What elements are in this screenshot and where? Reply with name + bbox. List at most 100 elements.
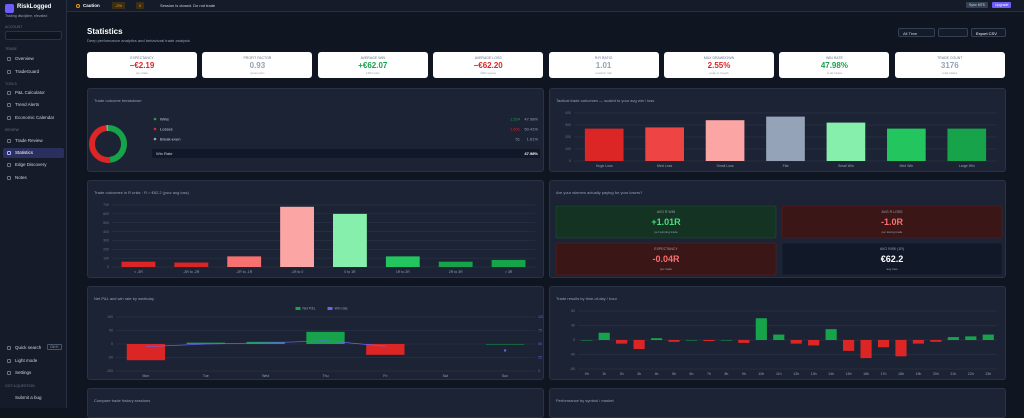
bar: [705, 120, 745, 161]
x-tick-label: 22h: [968, 372, 974, 376]
panel: Are your winners actually paying for you…: [549, 180, 1006, 278]
kpi-label: EXPECTANCY: [130, 56, 154, 60]
y-tick-label: -80: [570, 367, 575, 371]
kpi-card: PROFIT FACTOR 0.93 gross ratio: [202, 52, 313, 78]
tile-value: -0.04R: [652, 254, 680, 264]
x-tick-label: 14h: [828, 372, 834, 376]
x-tick-label: > 3R: [505, 270, 513, 274]
x-tick-label: 4h: [655, 372, 659, 376]
x-tick-label: 1R to 2R: [396, 270, 410, 274]
tile-value: -1.0R: [881, 217, 904, 227]
x-tick-label: 2R to 3R: [449, 270, 463, 274]
topbar: [67, 0, 1024, 12]
top-button[interactable]: Upgrade: [992, 2, 1012, 8]
kpi-value: 3176: [940, 61, 959, 70]
kpi-value: +€62.07: [358, 61, 388, 70]
y-tick-label: 600: [103, 212, 109, 216]
panel-chart: [88, 407, 543, 417]
nav-item[interactable]: Settings: [15, 370, 32, 375]
top-button[interactable]: Sync MT5: [966, 2, 988, 8]
nav-item[interactable]: Quick search: [15, 345, 42, 350]
nav-icon: [7, 70, 11, 74]
panel: Trade outcomes in R units · R = €62.2 (y…: [87, 180, 544, 278]
nav-icon: [7, 91, 11, 95]
bar: [912, 340, 925, 344]
legend-share: 1.61%: [527, 137, 539, 142]
account-filter[interactable]: [938, 28, 968, 37]
bar: [843, 340, 855, 351]
y-tick-label: 300: [103, 239, 109, 243]
bar: [385, 256, 420, 267]
bar: [485, 344, 525, 345]
kpi-value: −€62.20: [473, 61, 503, 70]
x-tick-label: 20h: [933, 372, 939, 376]
x-tick-label: Wed: [262, 374, 269, 378]
bar: [947, 337, 959, 340]
bar: [333, 213, 367, 267]
tile-value: €62.2: [881, 254, 904, 264]
nav-item[interactable]: Trade Review: [15, 138, 43, 143]
nav-item[interactable]: Statistics: [15, 150, 34, 155]
nav-item[interactable]: Economic Calendar: [15, 115, 55, 120]
x-tick-label: 7h: [707, 372, 711, 376]
nav-item[interactable]: Trend Alerts: [15, 102, 40, 107]
count-chip: 0: [136, 2, 145, 9]
export-button[interactable]: Export CSV: [971, 28, 1006, 37]
y-tick-label: 0: [569, 159, 571, 163]
page-subtitle: Deep performance analytics and behaviora…: [87, 38, 190, 43]
summary-row: [152, 149, 540, 158]
x-tick-label: Small Win: [838, 164, 854, 168]
help-link[interactable]: Submit a bug: [15, 395, 42, 400]
nav-icon: [7, 151, 11, 155]
kpi-card: WIN RATE 47.98% of all trades: [779, 52, 890, 78]
bar: [930, 340, 942, 342]
panel-title: Are your winners actually paying for you…: [556, 190, 643, 195]
legend-label: Net P&L: [303, 307, 316, 311]
nav-icon: [7, 116, 11, 120]
legend-label: Win rate: [335, 307, 348, 311]
legend-share: 50.41%: [524, 127, 538, 132]
bar: [584, 128, 624, 161]
bar: [720, 340, 732, 341]
nav-item[interactable]: Overview: [15, 56, 34, 61]
legend-label: Losses: [160, 127, 173, 132]
y2-tick-label: 25: [538, 356, 542, 360]
nav-item[interactable]: TradeGuard: [15, 69, 40, 74]
kpi-label: WIN RATE: [825, 56, 843, 60]
bar: [738, 340, 750, 343]
account-box: [5, 31, 62, 40]
kpi-sub: 1524 wins: [366, 71, 380, 75]
x-tick-label: Mon: [143, 374, 150, 378]
x-tick-label: Huge Loss: [596, 164, 613, 168]
message: Session is closed. Do not trade: [160, 3, 216, 8]
y-tick-label: 0: [111, 342, 113, 346]
time-filter[interactable]: All Time: [898, 28, 935, 37]
y-tick-label: 100: [107, 315, 113, 319]
bar: [186, 342, 225, 344]
legend-label: Wins: [160, 117, 169, 122]
bar: [126, 344, 166, 361]
y-tick-label: 400: [103, 230, 109, 234]
x-tick-label: Large Win: [959, 164, 975, 168]
status: Caution: [83, 3, 100, 8]
legend-count: 1,524: [510, 117, 521, 122]
x-tick-label: 5h: [672, 372, 676, 376]
x-tick-label: -3R to -2R: [183, 270, 200, 274]
nav-item[interactable]: P&L Calculator: [15, 90, 45, 95]
nav-item[interactable]: Notes: [15, 175, 27, 180]
y2-tick-label: 100: [538, 315, 544, 319]
panel-title: Trade results by time-of-day / hour: [556, 296, 617, 301]
bar: [790, 340, 802, 344]
edge-tile: [781, 205, 1003, 239]
panel-chart: 0 100 200 300 400 500 600 700 < -3R -3R to -2R -2R…: [103, 203, 535, 274]
kpi-label: MAX DRAWDOWN: [703, 56, 735, 60]
x-tick-label: -1R to 0: [291, 270, 304, 274]
y-tick-label: 0: [573, 338, 575, 342]
nav-item[interactable]: Edge Discovery: [15, 162, 47, 167]
y-tick-label: 700: [103, 203, 109, 207]
nav-item[interactable]: Light mode: [15, 358, 38, 363]
x-tick-label: 15h: [846, 372, 852, 376]
y-tick-label: 200: [565, 135, 571, 139]
kpi-value: 2.55%: [707, 61, 731, 70]
y-tick-label: -100: [106, 369, 113, 373]
